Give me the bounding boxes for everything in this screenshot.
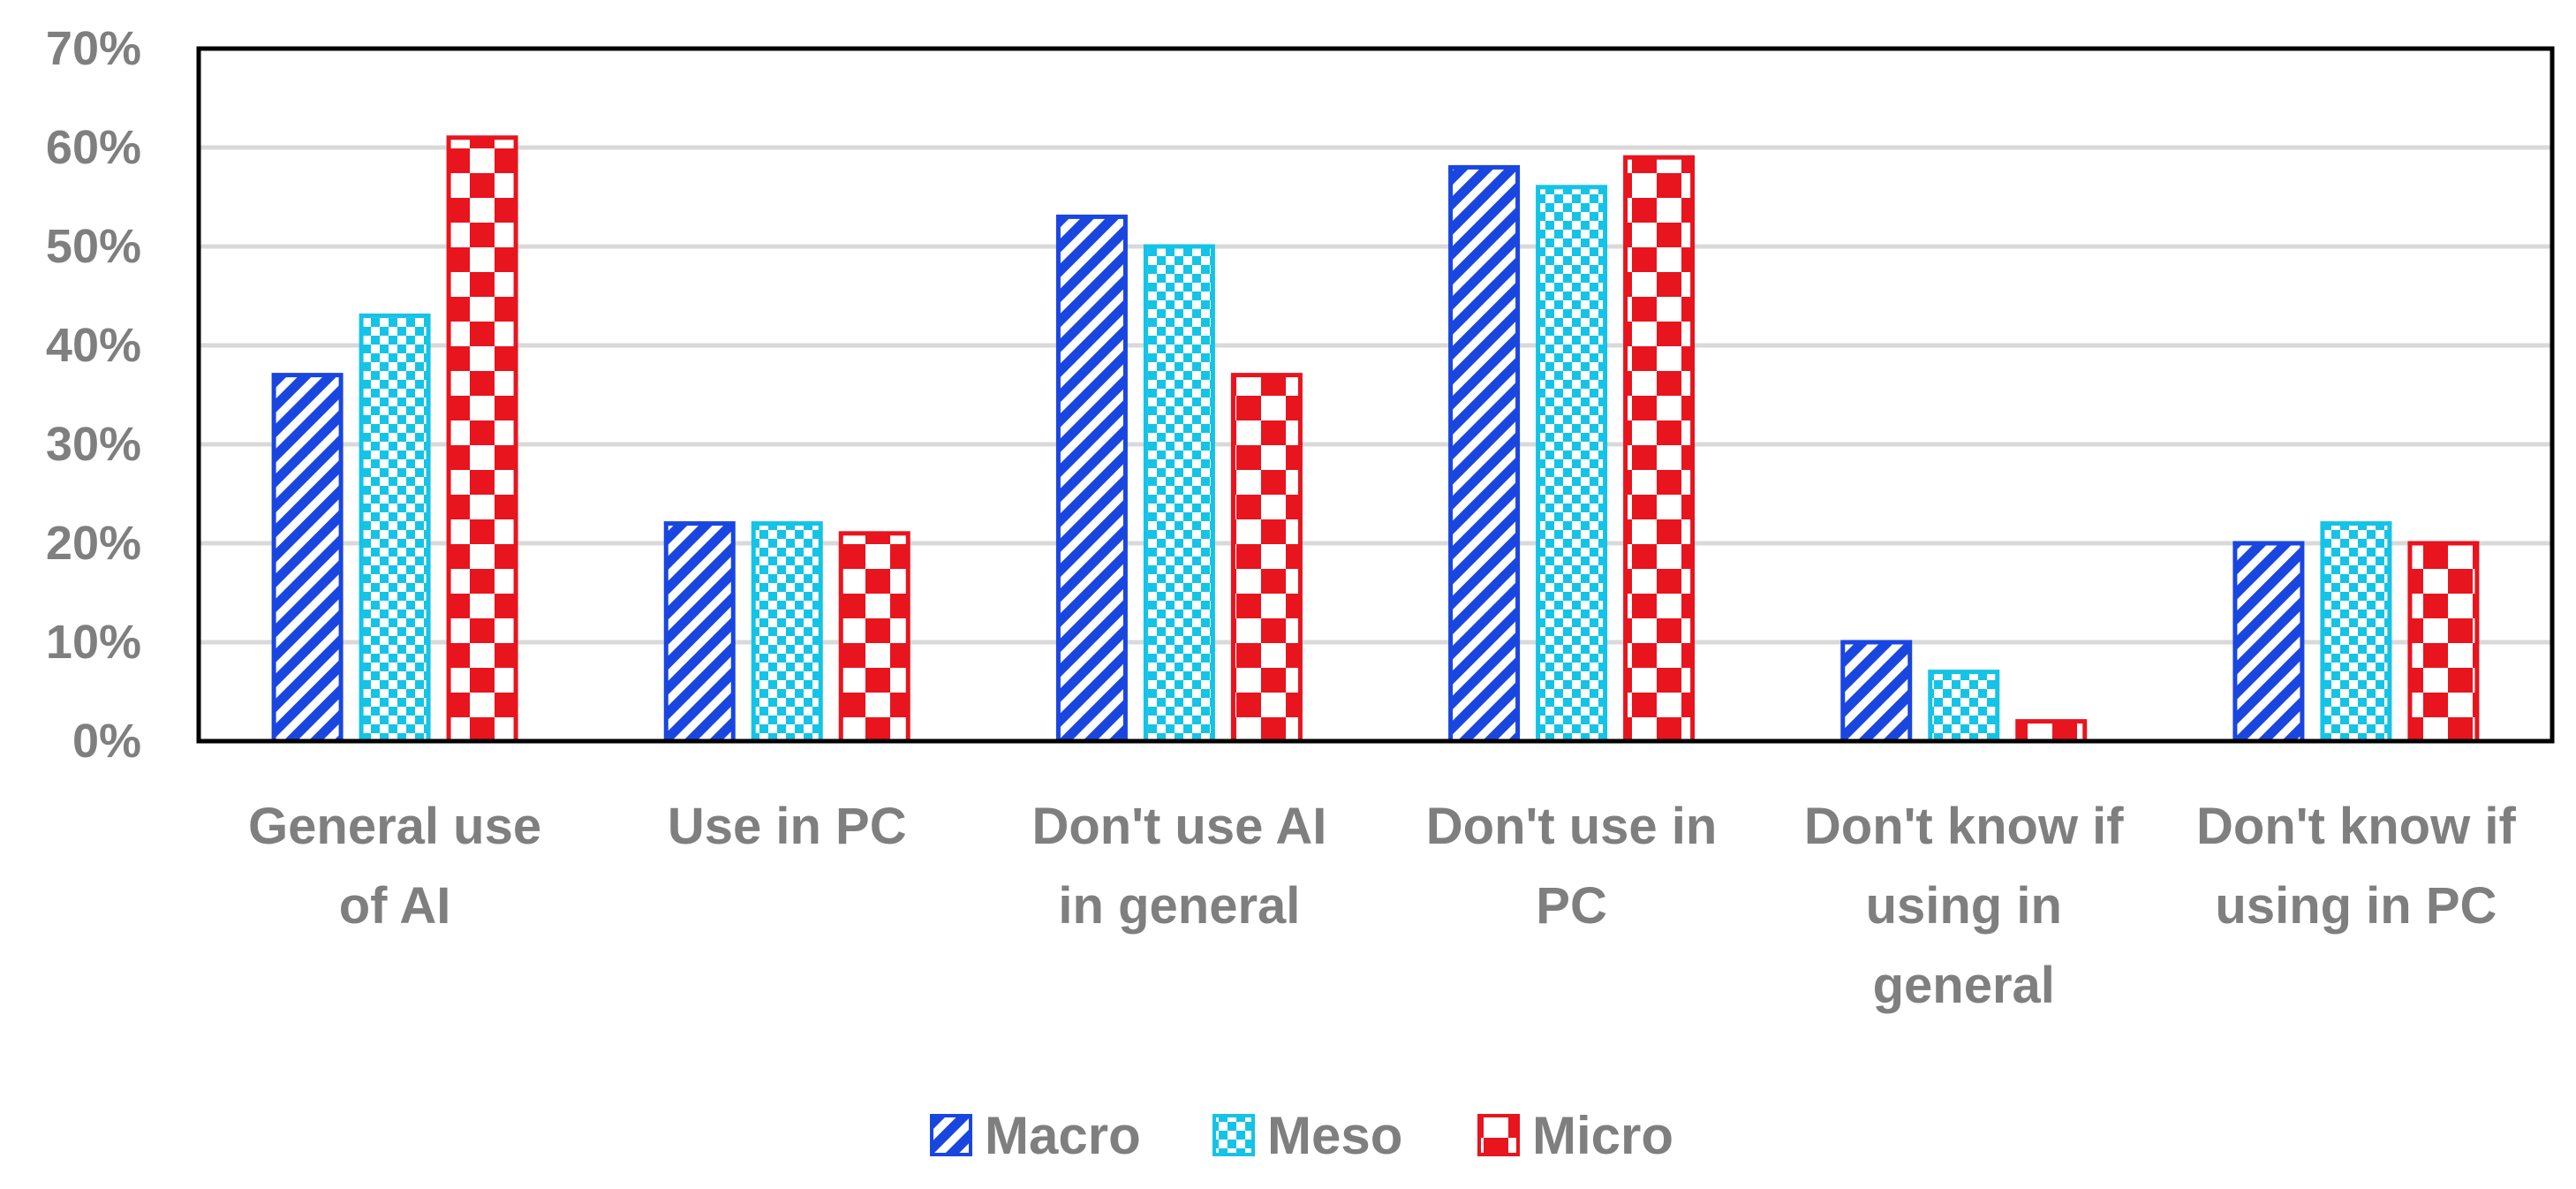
plot-area-border (196, 46, 2555, 744)
bar-micro (838, 531, 910, 744)
y-tick-label: 70% (46, 22, 141, 75)
bar-macro (2232, 541, 2305, 744)
bar-micro (1623, 155, 1696, 744)
bar-meso (1536, 185, 1608, 744)
bar-macro (1055, 214, 1128, 744)
x-category-label: Don't know if using in general (1804, 798, 2124, 1014)
y-tick-label: 50% (46, 220, 141, 273)
legend: Macro Meso Micro (930, 1106, 1673, 1165)
bar-meso (2320, 521, 2392, 744)
x-axis-category-labels: General use of AI Use in PC Don't use AI in … (248, 798, 2516, 1014)
x-category-label: Don't use AI in general (1031, 798, 1326, 935)
bars (271, 135, 2480, 744)
y-tick-label: 0% (72, 715, 141, 768)
y-tick-label: 60% (46, 121, 141, 174)
y-tick-label: 10% (46, 616, 141, 669)
y-axis-tick-labels: 0% 10% 20% 30% 40% 50% 60% 70% (46, 22, 141, 768)
legend-swatch-micro (1477, 1114, 1520, 1156)
bar-macro (1840, 640, 1913, 744)
bar-macro (1448, 164, 1521, 744)
bar-micro (446, 135, 518, 744)
bar-macro (663, 521, 736, 744)
y-tick-label: 30% (46, 418, 141, 471)
bar-micro (2407, 541, 2480, 744)
bar-micro (2015, 719, 2088, 744)
x-category-label: Use in PC (668, 798, 907, 855)
gridlines (199, 145, 2552, 645)
bar-meso (1928, 670, 2000, 744)
legend-label-macro: Macro (985, 1106, 1141, 1165)
legend-swatch-macro (930, 1114, 972, 1156)
bar-meso (359, 313, 431, 744)
bar-meso (1143, 244, 1215, 744)
legend-label-micro: Micro (1532, 1106, 1673, 1165)
legend-swatch-meso (1212, 1114, 1255, 1156)
bar-micro (1230, 373, 1303, 744)
bar-meso (751, 521, 823, 744)
y-tick-label: 20% (46, 517, 141, 570)
bar-macro (271, 373, 344, 744)
x-category-label: Don't know if using in PC (2196, 798, 2516, 935)
x-category-label: Don't use in PC (1426, 798, 1718, 935)
x-category-label: General use of AI (248, 798, 541, 935)
legend-label-meso: Meso (1267, 1106, 1402, 1165)
y-tick-label: 40% (46, 319, 141, 372)
